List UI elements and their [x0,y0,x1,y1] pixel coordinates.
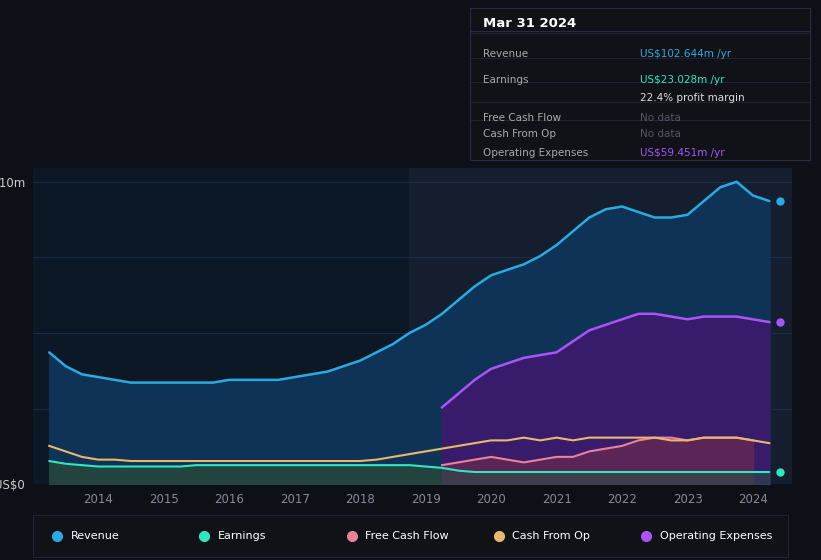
Text: 22.4% profit margin: 22.4% profit margin [640,93,745,103]
Text: Operating Expenses: Operating Expenses [660,531,772,541]
Text: No data: No data [640,113,681,123]
Text: Cash From Op: Cash From Op [512,531,590,541]
Text: No data: No data [640,129,681,139]
Text: US$23.028m /yr: US$23.028m /yr [640,75,724,85]
Text: Revenue: Revenue [71,531,119,541]
Text: US$59.451m /yr: US$59.451m /yr [640,147,725,157]
Text: Earnings: Earnings [218,531,266,541]
Text: Operating Expenses: Operating Expenses [484,147,589,157]
Bar [410,168,792,484]
Text: Cash From Op: Cash From Op [484,129,557,139]
Text: US$102.644m /yr: US$102.644m /yr [640,49,731,59]
Text: Free Cash Flow: Free Cash Flow [365,531,449,541]
Text: Mar 31 2024: Mar 31 2024 [484,17,576,30]
Text: Revenue: Revenue [484,49,529,59]
Text: Free Cash Flow: Free Cash Flow [484,113,562,123]
Text: Earnings: Earnings [484,75,529,85]
